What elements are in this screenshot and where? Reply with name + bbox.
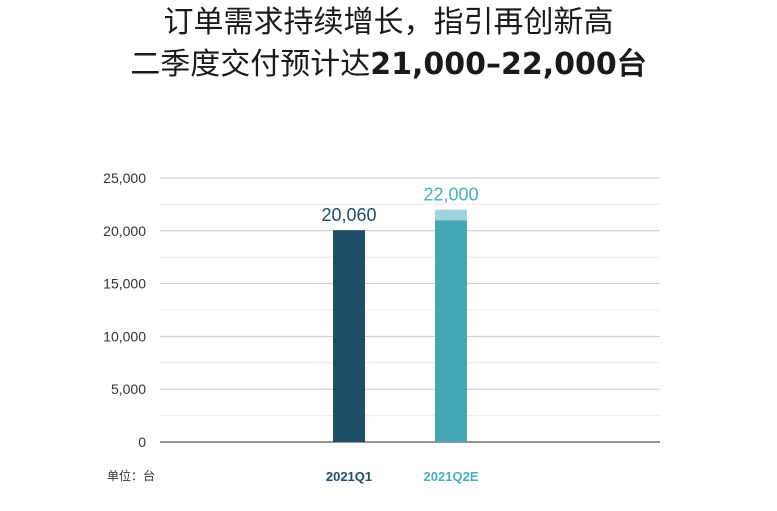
- bar-range-2021q2e: [435, 209, 467, 221]
- chart-title: 订单需求持续增长，指引再创新高: [163, 5, 614, 40]
- chart-subtitle: 二季度交付预计达21,000–22,000台: [0, 46, 777, 84]
- y-tick-label: 5,000: [111, 381, 146, 397]
- y-tick-label: 20,000: [103, 223, 146, 239]
- category-label: 2021Q2E: [424, 469, 479, 484]
- bar-2021q2e: [435, 220, 467, 442]
- y-tick-label: 10,000: [103, 328, 146, 344]
- y-tick-label: 15,000: [103, 276, 146, 292]
- subtitle-prefix: 二季度交付预计达: [130, 47, 371, 82]
- data-label: 22,000: [423, 185, 478, 205]
- category-label: 2021Q1: [326, 469, 372, 484]
- data-label: 20,060: [321, 205, 376, 225]
- y-tick-label: 0: [138, 434, 146, 450]
- unit-label: 单位：台: [107, 468, 155, 483]
- bar-2021q1: [333, 230, 365, 442]
- y-tick-label: 25,000: [103, 170, 146, 186]
- subtitle-range: 21,000–22,000台: [370, 47, 647, 82]
